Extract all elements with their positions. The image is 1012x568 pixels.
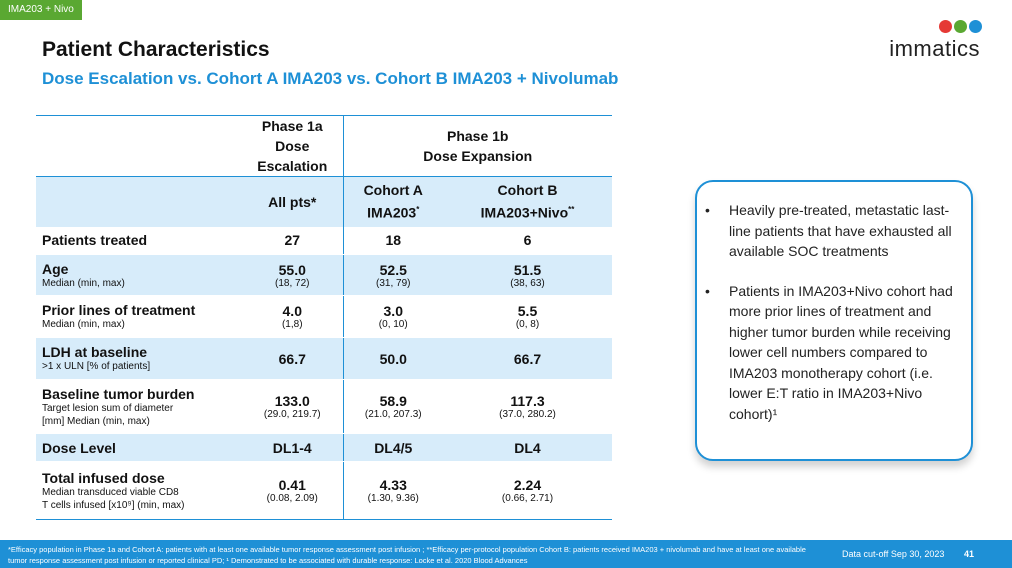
row-ldh: LDH at baseline >1 x ULN [% of patients] … [36,337,612,380]
row-prior-lines: Prior lines of treatment Median (min, max… [36,295,612,338]
page-subtitle: Dose Escalation vs. Cohort A IMA203 vs. … [42,69,619,88]
bullet-icon: • [705,282,710,299]
col-cohort-a: Cohort A IMA203* [342,176,443,227]
logo-text: immatics [889,36,980,61]
phase1b-subtitle: Dose Expansion [423,148,533,164]
page-title: Patient Characteristics [42,38,270,61]
patient-characteristics-table: Phase 1a Dose Escalation Phase 1b Dose E… [36,115,612,520]
company-logo: immatics [872,18,984,62]
footer-bar: *Efficacy population in Phase 1a and Coh… [0,540,1012,568]
row-age: Age Median (min, max) 55.0 (18, 72) 52.5 (3… [36,254,612,296]
row-tumor-burden: Baseline tumor burden Target lesion sum o… [36,379,612,434]
key-takeaways-box: • Heavily pre-treated, metastatic last-l… [695,180,973,461]
logo-dots-icon [939,20,982,33]
row-infused-dose: Total infused dose Median transduced viab… [36,461,612,520]
row-patients-treated: Patients treated 27 18 6 [36,226,612,255]
phase1a-subtitle: Dose Escalation [257,138,328,174]
note-item: • Patients in IMA203+Nivo cohort had mor… [705,281,961,425]
col-all-pts: All pts* [242,176,343,227]
row-dose-level: Dose Level DL1-4 DL4/5 DL4 [36,433,612,462]
data-cutoff: Data cut-off Sep 30, 2023 [842,549,945,559]
page-number: 41 [964,549,975,559]
phase1a-title: Phase 1a [261,118,323,134]
bullet-icon: • [705,202,710,218]
note-item: • Heavily pre-treated, metastatic last-l… [705,200,961,262]
section-tag: IMA203 + Nivo [0,0,82,20]
col-cohort-b: Cohort B IMA203+Nivo** [443,176,612,227]
footnote: *Efficacy population in Phase 1a and Coh… [8,545,806,565]
phase1b-title: Phase 1b [447,128,509,144]
